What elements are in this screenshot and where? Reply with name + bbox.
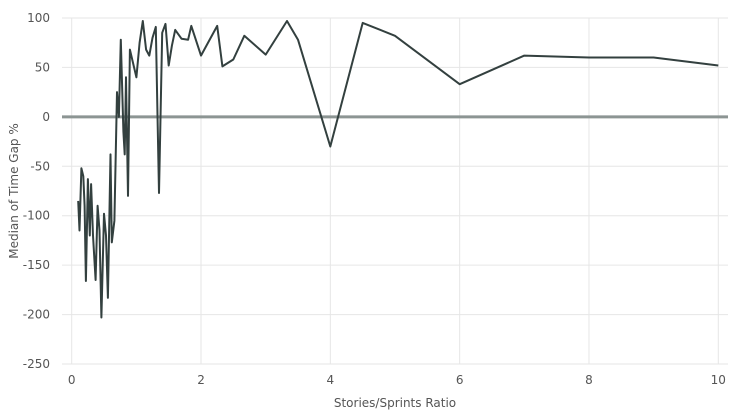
x-axis-title: Stories/Sprints Ratio: [334, 396, 456, 410]
y-tick-label: -150: [23, 258, 50, 272]
x-tick-label: 10: [711, 373, 726, 387]
y-axis-tick-labels: 100 50 0 -50 -100 -150 -200 -250: [23, 11, 50, 371]
x-axis-tick-labels: 0 2 4 6 8 10: [68, 373, 726, 387]
x-tick-label: 8: [585, 373, 593, 387]
y-tick-label: 0: [42, 110, 50, 124]
y-tick-label: -200: [23, 308, 50, 322]
y-tick-label: -50: [30, 159, 50, 173]
y-axis-title: Median of Time Gap %: [7, 123, 21, 259]
series-line: [77, 20, 719, 319]
x-tick-label: 6: [456, 373, 464, 387]
y-tick-label: -100: [23, 209, 50, 223]
x-tick-label: 0: [68, 373, 76, 387]
y-tick-label: -250: [23, 357, 50, 371]
vertical-gridlines: [71, 18, 719, 364]
x-tick-label: 4: [327, 373, 335, 387]
y-tick-label: 50: [35, 60, 50, 74]
y-tick-label: 100: [27, 11, 50, 25]
x-tick-label: 2: [197, 373, 205, 387]
